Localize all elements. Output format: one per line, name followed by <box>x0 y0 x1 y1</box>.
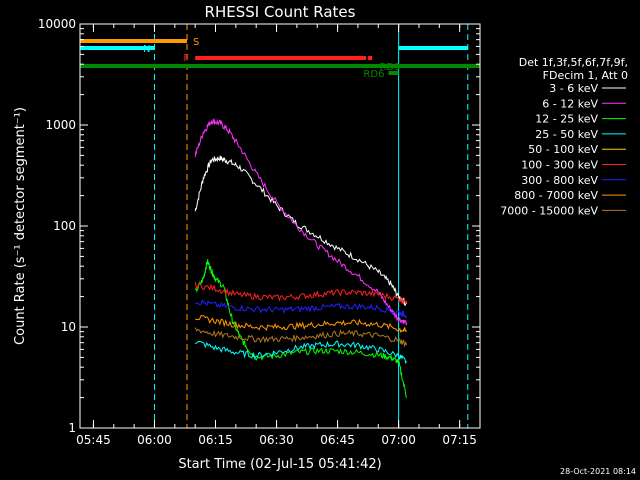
legend: Det 1f,3f,5f,6f,7f,9f,FDecim 1, Att 03 -… <box>500 56 628 217</box>
legend-entry-label: 12 - 25 keV <box>535 113 598 126</box>
x-tick-label: 06:30 <box>259 433 294 447</box>
flag-label-rd6: RD6 <box>363 69 384 80</box>
flag-label-s: S <box>193 37 199 48</box>
flag-label-f: F <box>183 53 189 64</box>
series-line-1 <box>194 118 408 326</box>
y-tick-label: 10000 <box>38 17 76 31</box>
series-line-2 <box>195 258 408 398</box>
chart-title: RHESSI Count Rates <box>205 3 356 21</box>
legend-entry-label: 6 - 12 keV <box>542 97 598 110</box>
series-line-5 <box>194 281 408 305</box>
x-tick-label: 06:45 <box>320 433 355 447</box>
series-line-0 <box>194 155 408 307</box>
y-tick-label: 10 <box>61 320 76 334</box>
flag-label-rd9: RD9 <box>379 62 400 73</box>
series-line-8 <box>194 327 408 348</box>
y-tick-label: 1 <box>68 421 76 435</box>
legend-entry-label: 7000 - 15000 keV <box>500 204 598 217</box>
x-tick-label: 07:00 <box>381 433 416 447</box>
series-line-7 <box>195 315 408 334</box>
x-axis-label: Start Time (02-Jul-15 05:41:42) <box>178 457 381 472</box>
legend-entry-label: 3 - 6 keV <box>549 82 598 95</box>
y-tick-label: 1000 <box>45 118 76 132</box>
legend-header-line: Det 1f,3f,5f,6f,7f,9f, <box>519 56 628 69</box>
series-line-3 <box>195 340 408 365</box>
y-axis-label: Count Rate (s⁻¹ detector segment⁻¹) <box>13 107 28 345</box>
legend-entry-label: 50 - 100 keV <box>528 143 598 156</box>
y-tick-label: 100 <box>53 219 76 233</box>
timestamp: 28-Oct-2021 08:14 <box>560 467 636 476</box>
legend-entry-label: 300 - 800 keV <box>521 174 598 187</box>
flag-label-n: N <box>143 44 150 55</box>
legend-entry-label: 25 - 50 keV <box>535 128 598 141</box>
x-tick-label: 07:15 <box>442 433 477 447</box>
legend-header-line: FDecim 1, Att 0 <box>543 69 628 82</box>
x-tick-label: 05:45 <box>76 433 111 447</box>
legend-entry-label: 100 - 300 keV <box>521 159 598 172</box>
x-tick-label: 06:00 <box>137 433 172 447</box>
legend-entry-label: 800 - 7000 keV <box>514 189 598 202</box>
series-line-6 <box>195 299 408 319</box>
x-tick-label: 06:15 <box>198 433 233 447</box>
